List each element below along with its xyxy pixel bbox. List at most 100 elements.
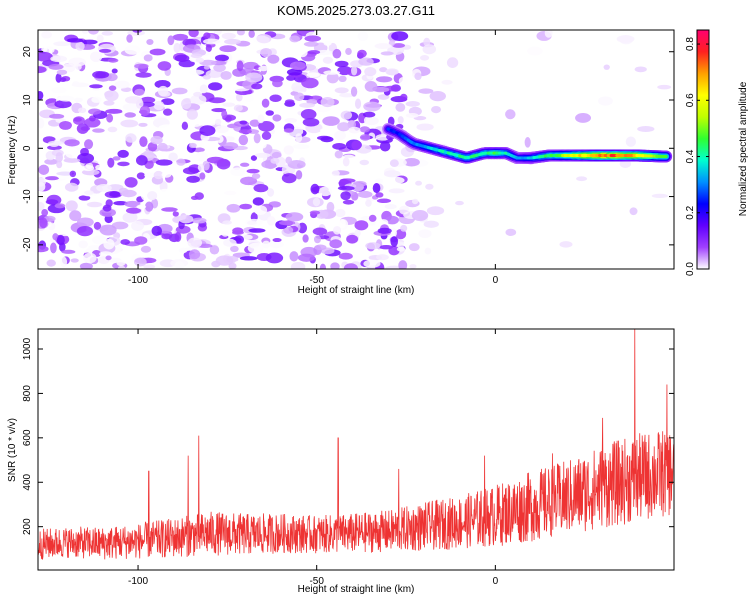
- heatmap-cell: [105, 255, 112, 261]
- heatmap-cell: [61, 249, 76, 254]
- heatmap-cell: [285, 212, 304, 222]
- heatmap-cell: [303, 41, 319, 47]
- heatmap-cell: [418, 229, 432, 239]
- heatmap-cell: [598, 96, 613, 106]
- heatmap-cell: [120, 239, 131, 245]
- heatmap-cell: [316, 105, 331, 113]
- heatmap-cell: [38, 164, 50, 175]
- heatmap-cell: [376, 254, 389, 261]
- heatmap-cell: [108, 85, 117, 91]
- heatmap-cell: [203, 32, 211, 39]
- heatmap-cell: [253, 205, 268, 216]
- heatmap-cell: [403, 157, 420, 167]
- heatmap-cell: [368, 214, 377, 222]
- heatmap-cell: [318, 186, 333, 197]
- heatmap-cell: [306, 72, 320, 78]
- heatmap-cell: [64, 182, 79, 192]
- heatmap-cell: [174, 54, 190, 63]
- heatmap-cell: [105, 108, 123, 114]
- heatmap-cell: [47, 145, 62, 151]
- heatmap-cell: [380, 51, 394, 56]
- heatmap-cell: [186, 175, 200, 183]
- heatmap-cell: [248, 228, 266, 233]
- heatmap-cell: [191, 217, 207, 224]
- heatmap-cell: [351, 65, 358, 76]
- heatmap-cell: [138, 122, 148, 127]
- heatmap-cell: [295, 133, 303, 143]
- heatmap-cell: [261, 131, 272, 140]
- heatmap-cell: [190, 94, 207, 105]
- y-tick-label: -20: [22, 237, 33, 252]
- colorbar-gradient: [697, 30, 709, 269]
- heatmap-signal-ridge: [382, 122, 673, 164]
- heatmap-cell: [331, 170, 340, 177]
- heatmap-cell: [302, 117, 320, 127]
- snr-panel: -100 -50 0 200 400 600 800 1000 Height of stra…: [7, 328, 675, 595]
- heatmap-cell: [634, 66, 647, 73]
- heatmap-cell: [76, 226, 94, 237]
- heatmap-cell: [106, 113, 114, 123]
- heatmap-cell: [214, 54, 229, 62]
- heatmap-cell: [41, 46, 48, 52]
- heatmap-cell: [222, 220, 233, 225]
- y-tick-label: 800: [22, 385, 33, 402]
- heatmap-cell: [287, 159, 306, 169]
- heatmap-cell: [248, 30, 255, 38]
- colorbar-frame: [696, 29, 710, 270]
- heatmap-cell: [260, 47, 272, 58]
- heatmap-cell: [150, 135, 163, 145]
- heatmap-cell: [302, 234, 309, 243]
- heatmap-cell: [58, 95, 75, 102]
- heatmap-cell: [50, 55, 68, 63]
- heatmap-cell: [322, 116, 340, 126]
- heatmap-cell: [375, 134, 390, 141]
- heatmap-cell: [372, 86, 390, 93]
- heatmap-cell: [358, 57, 374, 66]
- heatmap-cell: [363, 111, 376, 118]
- heatmap-cell: [387, 176, 405, 185]
- heatmap-cell: [316, 135, 332, 141]
- heatmap-cell: [71, 82, 90, 88]
- heatmap-cell: [278, 220, 296, 226]
- heatmap-cell: [399, 205, 410, 215]
- heatmap-cell: [81, 164, 95, 172]
- heatmap-cell: [384, 203, 397, 210]
- heatmap-cell: [208, 82, 223, 91]
- heatmap-cell: [153, 100, 165, 111]
- heatmap-cell: [239, 120, 248, 125]
- heatmap-cell: [182, 167, 199, 175]
- heatmap-cell: [313, 235, 322, 244]
- heatmap-cell: [78, 240, 88, 249]
- heatmap-cell: [372, 183, 381, 194]
- heatmap-cell: [99, 251, 113, 257]
- heatmap-cell: [114, 80, 130, 89]
- heatmap-cell: [77, 152, 95, 164]
- heatmap-cell: [637, 125, 655, 133]
- heatmap-cell: [257, 114, 265, 124]
- heatmap-cell: [364, 67, 377, 77]
- heatmap-cell: [122, 212, 138, 223]
- heatmap-cell: [188, 30, 199, 38]
- snr-series-line: [38, 329, 674, 560]
- heatmap-cell: [107, 58, 119, 63]
- heatmap-cell: [267, 54, 280, 64]
- heatmap-cell: [323, 40, 332, 46]
- heatmap-cell: [271, 151, 282, 159]
- heatmap-cell: [117, 161, 130, 167]
- heatmap-cell: [146, 39, 154, 46]
- heatmap-cell: [391, 31, 409, 41]
- heatmap-cell: [270, 158, 280, 164]
- heatmap-cell: [59, 120, 72, 130]
- heatmap-cell: [290, 261, 306, 269]
- heatmap-cell: [576, 176, 588, 182]
- heatmap-cell: [125, 133, 137, 143]
- heatmap-cell: [359, 159, 370, 166]
- heatmap-cell: [51, 87, 67, 94]
- heatmap-cell: [289, 251, 299, 262]
- heatmap-cell: [334, 87, 349, 94]
- heatmap-cell: [230, 245, 239, 253]
- heatmap-cell: [446, 57, 459, 69]
- heatmap-cell: [188, 249, 201, 260]
- heatmap-cell: [377, 227, 392, 234]
- snr-x-label: Height of straight line (km): [298, 584, 415, 595]
